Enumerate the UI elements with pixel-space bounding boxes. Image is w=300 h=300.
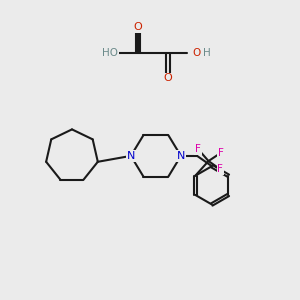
Text: F: F [195,144,201,154]
Text: N: N [127,151,135,161]
Text: N: N [177,151,185,161]
Text: HO: HO [102,48,118,58]
Text: O: O [134,22,142,32]
Text: O: O [163,74,172,83]
Text: F: F [218,148,224,158]
Text: O: O [193,48,201,58]
Text: F: F [217,164,223,174]
Text: H: H [203,48,210,58]
